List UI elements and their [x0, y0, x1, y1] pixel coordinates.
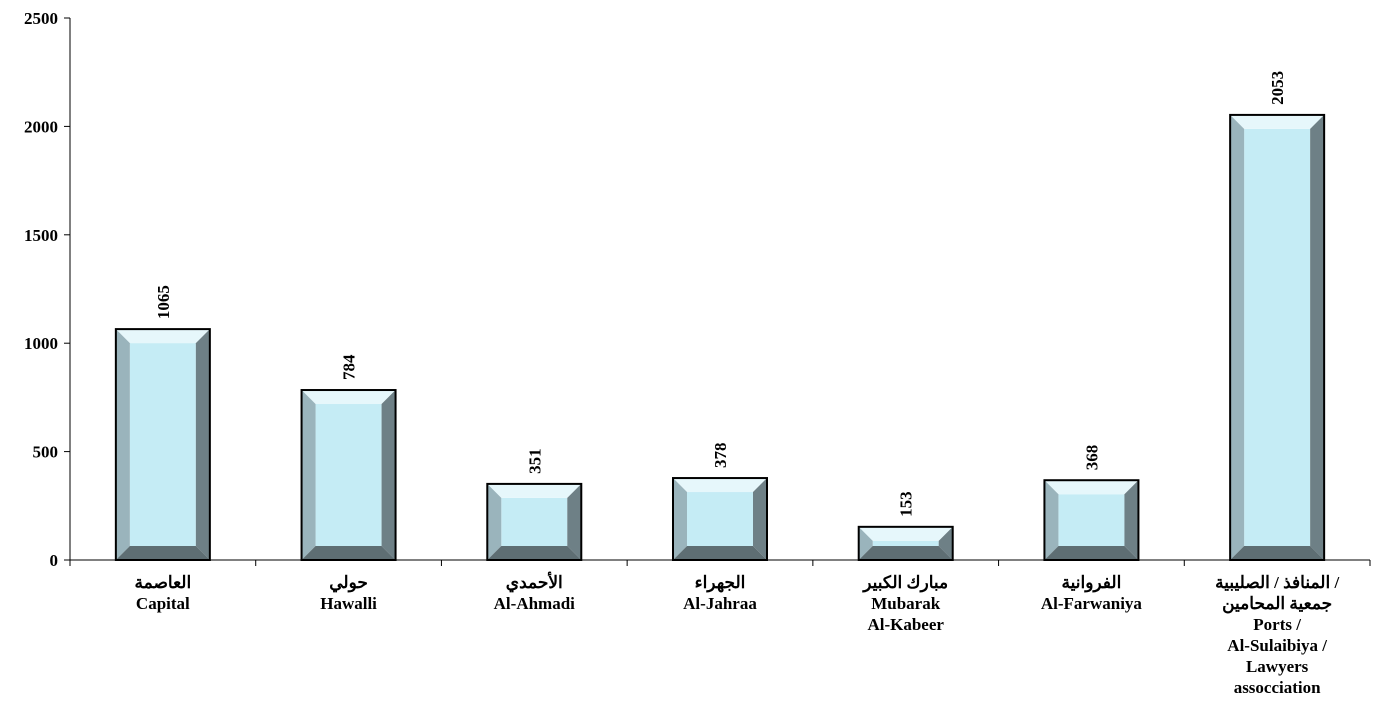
bar-bevel-left: [115, 329, 130, 560]
category-label: جمعية المحامين: [1222, 594, 1332, 614]
bar: [486, 482, 583, 561]
bar-bevel-right: [753, 478, 767, 560]
bar: [672, 477, 768, 561]
category-label: assocciation: [1234, 678, 1321, 697]
bar-face: [1058, 494, 1125, 546]
category-label: Ports /: [1253, 615, 1301, 634]
category-label: Capital: [136, 594, 190, 613]
bar-outline: [1229, 113, 1326, 561]
bar-bevel-right: [195, 329, 210, 560]
bar-bevel-bottom: [1230, 546, 1325, 560]
bar-bevel-right: [567, 483, 582, 560]
bar-outline: [486, 482, 583, 561]
bar-bevel-bottom: [301, 546, 396, 560]
category-label: Al-Farwaniya: [1041, 594, 1143, 613]
bar-bevel-top: [1230, 114, 1325, 129]
bar-bevel-left: [301, 390, 316, 560]
data-label: 2053: [1268, 71, 1287, 105]
bar-outline: [857, 525, 954, 561]
data-label: 378: [711, 443, 730, 469]
bar-bevel-bottom: [487, 546, 582, 560]
category-label: Al-Jahraa: [683, 594, 757, 613]
data-label: 1065: [154, 285, 173, 319]
category-label: الأحمدي: [506, 571, 563, 593]
category-label: Mubarak: [871, 594, 941, 613]
y-tick-label: 1000: [24, 334, 58, 353]
bar-face: [687, 492, 753, 546]
bar-bevel-bottom: [1044, 546, 1139, 560]
bar-bevel-top: [487, 483, 582, 498]
bar-bevel-top: [858, 526, 953, 541]
category-label: العاصمة: [135, 573, 192, 592]
y-tick-label: 1500: [24, 226, 58, 245]
axes: 0 500 1000 1500 2000 2500: [24, 9, 1371, 570]
category-label: Al-Kabeer: [867, 615, 944, 634]
bar-face: [1244, 128, 1311, 546]
bar-outline: [1043, 479, 1140, 561]
bar-bevel-bottom: [115, 546, 210, 560]
bar: [1229, 113, 1326, 561]
category-label: حولي: [329, 573, 368, 593]
bar-face: [315, 404, 382, 546]
bar-face: [872, 540, 939, 546]
bar-bevel-right: [938, 526, 953, 560]
bar-bevel-top: [301, 390, 396, 405]
bar-outline: [300, 389, 397, 562]
bar-bevel-right: [1310, 114, 1325, 560]
category-label: Lawyers: [1246, 657, 1309, 676]
category-label: المنافذ / الصليبية /: [1215, 573, 1339, 592]
bar: [114, 328, 211, 561]
y-tick-label: 0: [50, 551, 59, 570]
bar-bevel-left: [1230, 114, 1245, 560]
category-label: Al-Ahmadi: [494, 594, 576, 613]
data-label: 153: [897, 491, 916, 517]
bar: [857, 525, 954, 561]
category-label: Al-Sulaibiya /: [1227, 636, 1327, 655]
bar-bevel-bottom: [858, 546, 953, 560]
bar-bevel-bottom: [673, 546, 767, 560]
category-label: مبارك الكبير: [861, 573, 948, 593]
bar: [1043, 479, 1140, 561]
bar-face: [501, 497, 568, 546]
bar-bevel-left: [487, 483, 502, 560]
bar: [300, 389, 397, 562]
data-label: 368: [1082, 445, 1101, 471]
data-label: 784: [340, 354, 359, 380]
bar-bevel-top: [673, 478, 767, 493]
bar-outline: [672, 477, 768, 561]
bar-outline: [114, 328, 211, 561]
y-tick-label: 2500: [24, 9, 58, 28]
bar-bevel-right: [1124, 480, 1139, 560]
category-label: Hawalli: [320, 594, 377, 613]
y-tick-label: 2000: [24, 117, 58, 136]
category-label: الجهراء: [695, 573, 746, 593]
y-tick-label: 500: [33, 443, 59, 462]
category-label: الفروانية: [1062, 573, 1122, 593]
bars: [114, 113, 1326, 562]
bar-bevel-top: [115, 329, 210, 344]
bar-bevel-top: [1044, 480, 1139, 495]
bar-face: [129, 343, 196, 546]
bar-bevel-left: [673, 478, 687, 560]
bar-bevel-left: [858, 526, 873, 560]
bar-bevel-left: [1044, 480, 1059, 560]
data-label: 351: [525, 448, 544, 474]
bar-bevel-right: [381, 390, 396, 560]
